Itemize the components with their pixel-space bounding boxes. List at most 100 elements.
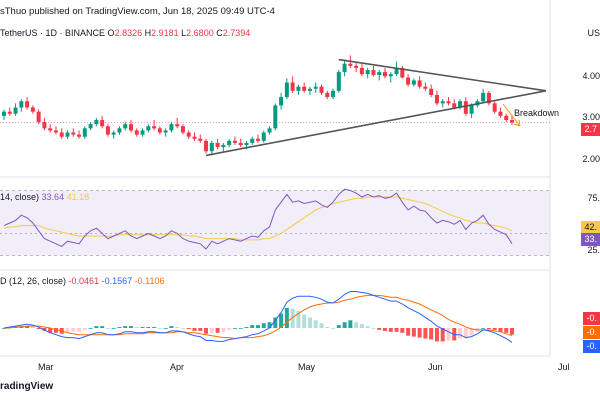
macd-histogram-bar <box>25 326 30 328</box>
macd-signal-line <box>4 294 513 340</box>
macd-histogram-bar <box>365 326 370 328</box>
candle <box>117 128 122 133</box>
candle <box>510 120 514 123</box>
high-label: H <box>144 28 152 38</box>
macd-histogram-bar <box>388 328 393 332</box>
low-value: 2.6800 <box>186 28 214 38</box>
candle <box>383 72 387 77</box>
macd-histogram-bar <box>204 328 209 334</box>
breakdown-arrowhead <box>513 119 521 127</box>
macd-histogram-bar <box>469 328 474 336</box>
macd-histogram-bar <box>134 327 139 328</box>
candle <box>498 111 503 116</box>
tradingview-footer: radingView <box>0 381 54 392</box>
candle <box>19 101 24 108</box>
price-tick-2: 2.00 <box>582 154 600 164</box>
macd-histogram-bar <box>261 323 266 328</box>
candle <box>215 142 220 148</box>
candle <box>273 105 278 129</box>
candle <box>180 126 185 133</box>
candle <box>140 130 145 135</box>
macd-histogram-bar <box>48 328 53 333</box>
macd-histogram-bar <box>429 328 434 340</box>
macd-histogram-bar <box>227 328 232 330</box>
macd-histogram-bar <box>250 325 255 328</box>
candle <box>377 72 382 75</box>
candle <box>88 124 93 129</box>
macd-histogram-bar <box>279 313 284 328</box>
candle <box>25 101 30 108</box>
macd-histogram-bar <box>458 328 463 339</box>
macd-histogram-bar <box>88 328 93 329</box>
symbol-name[interactable]: TetherUS · 1D · BINANCE <box>0 28 106 38</box>
candle <box>13 107 18 114</box>
macd-histogram-bar <box>463 328 468 339</box>
macd-histogram-bar <box>77 328 82 332</box>
candle <box>325 92 330 98</box>
candle <box>504 115 509 120</box>
macd-signal-value: -0.1106 <box>134 276 165 286</box>
candle <box>94 120 99 125</box>
open-label: O <box>107 28 115 38</box>
macd-histogram-bar <box>331 328 336 329</box>
macd-histogram-bar <box>359 324 364 328</box>
close-value: 2.7394 <box>222 28 251 38</box>
macd-histogram-bar <box>111 328 116 329</box>
macd-histogram-bar <box>377 328 382 330</box>
macd-histogram-bar <box>486 328 491 329</box>
rsi-badge: 33. <box>581 233 600 246</box>
low-label: L <box>181 28 187 38</box>
candle <box>342 63 347 73</box>
macd-histogram-bar <box>232 328 237 329</box>
candle <box>111 132 116 135</box>
candle <box>440 101 445 104</box>
candle <box>36 111 41 123</box>
macd-histogram-bar <box>129 326 133 328</box>
rsi-tick-25: 25. <box>587 245 600 255</box>
macd-histogram-bar <box>481 328 486 329</box>
rsi-value: 33.64 <box>41 192 65 202</box>
macd-histogram-bar <box>498 328 503 332</box>
macd-histogram-bar <box>53 328 58 333</box>
candle <box>204 140 209 152</box>
candle <box>331 90 336 98</box>
candle <box>296 86 301 91</box>
candle <box>486 92 491 104</box>
macd-histogram-bar <box>510 328 514 335</box>
price-tick-4: 4.00 <box>582 71 600 81</box>
macd-histogram-bar <box>440 328 445 342</box>
candle <box>186 132 191 137</box>
candle <box>261 132 266 141</box>
rsi-line <box>3 188 513 250</box>
rsi-label[interactable]: 14, close) <box>0 192 40 202</box>
candle <box>157 128 162 133</box>
candle <box>129 124 133 131</box>
candle <box>400 67 405 78</box>
macd-histogram-bar <box>307 317 312 328</box>
macd-histogram-bar <box>192 328 197 331</box>
candle <box>284 82 289 98</box>
candle <box>42 122 47 129</box>
rsi-ma-value: 41.18 <box>66 192 90 202</box>
last-price-badge: 2.7 <box>581 123 600 136</box>
macd-histogram-bar <box>348 320 353 328</box>
macd-label[interactable]: D (12, 26, close) <box>0 276 67 286</box>
x-tick-mar: Mar <box>38 362 54 372</box>
candle <box>354 65 359 68</box>
macd-histogram-bar <box>244 327 249 328</box>
candle <box>388 74 393 77</box>
breakdown-arrow <box>502 103 521 127</box>
candle <box>307 88 312 91</box>
candle <box>82 128 87 137</box>
macd-histogram-bar <box>267 322 272 328</box>
macd-histogram-bar <box>504 328 509 333</box>
price-tick-3: 3.00 <box>582 112 600 122</box>
rsi-legend: 14, close) 33.64 41.18 <box>0 192 89 202</box>
candle <box>65 132 70 137</box>
candle <box>463 101 468 114</box>
macd-histogram-bar <box>123 326 128 328</box>
macd-histogram-bar <box>492 328 497 330</box>
macd-histogram-bar <box>417 328 422 338</box>
macd-histogram-bar <box>354 322 359 328</box>
